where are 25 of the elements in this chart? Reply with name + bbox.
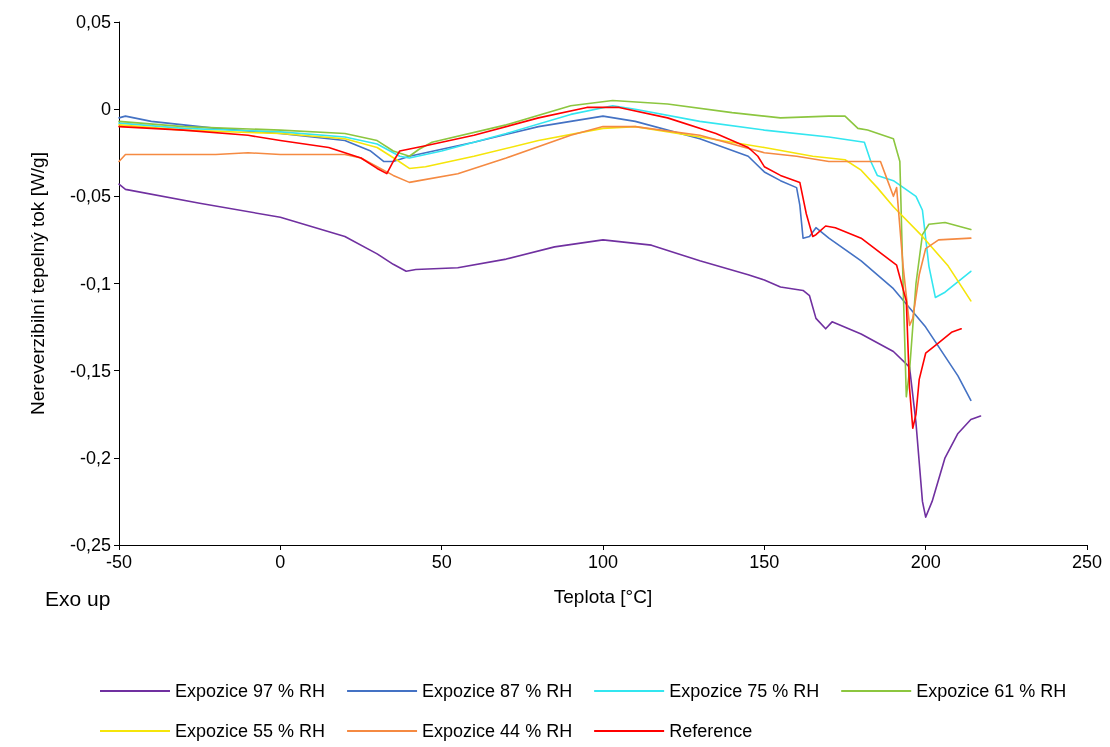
y-axis-title: Nereverzibilní tepelný tok [W/g] xyxy=(27,152,48,415)
legend-label: Expozice 55 % RH xyxy=(175,721,326,741)
line-series xyxy=(118,183,982,518)
legend-label: Expozice 87 % RH xyxy=(422,681,573,701)
legend-label: Expozice 61 % RH xyxy=(916,681,1067,701)
x-tick-label: 200 xyxy=(910,552,941,572)
text: Exo up xyxy=(45,587,111,610)
x-tick-label: 0 xyxy=(275,552,286,572)
x-tick-label: 50 xyxy=(431,552,452,572)
x-tick-label: 150 xyxy=(749,552,780,572)
y-tick-label: -0,05 xyxy=(69,186,111,207)
y-tick-label: 0,05 xyxy=(75,12,111,32)
x-tick-label: 250 xyxy=(1071,552,1103,572)
legend-label: Expozice 97 % RH xyxy=(175,681,326,701)
x-tick-label: -50 xyxy=(105,552,133,572)
y-tick-label: -0,2 xyxy=(79,447,111,468)
legend-label: Reference xyxy=(669,721,753,741)
y-tick-label: -0,15 xyxy=(69,360,111,381)
y-tick-label: -0,1 xyxy=(79,273,111,294)
legend-label: Expozice 75 % RH xyxy=(669,681,820,701)
x-tick-label: 100 xyxy=(587,552,619,572)
legend-label: Expozice 44 % RH xyxy=(422,721,573,741)
y-tick-label: -0,25 xyxy=(69,535,111,555)
y-tick-label: 0 xyxy=(100,99,111,120)
x-axis-title: Teplota [°C] xyxy=(553,586,653,607)
